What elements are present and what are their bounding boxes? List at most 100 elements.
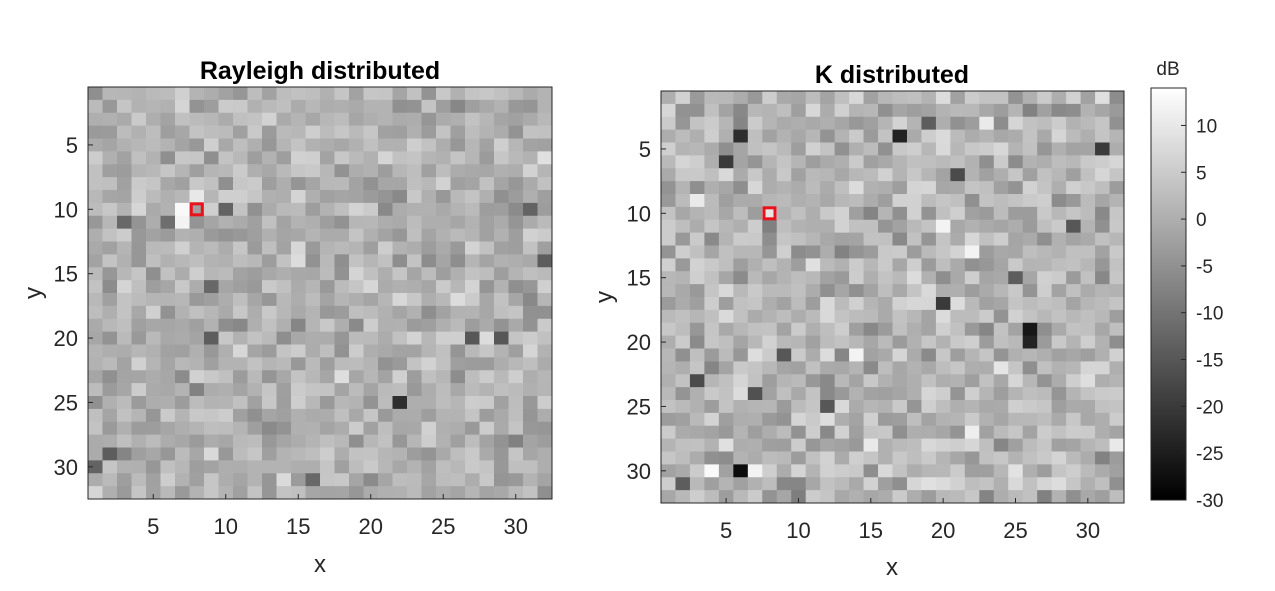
heatmap-cell — [878, 245, 893, 259]
heatmap-cell — [1066, 374, 1082, 388]
y-tick-label: 20 — [627, 330, 651, 355]
heatmap-cell — [146, 228, 161, 243]
heatmap-cell — [762, 284, 778, 298]
heatmap-cell — [747, 451, 763, 465]
heatmap-cell — [661, 168, 676, 182]
colorbar-tick-label: -20 — [1196, 397, 1223, 418]
heatmap-cell — [906, 168, 922, 182]
heatmap-cell — [704, 258, 720, 272]
heatmap-cell — [1008, 412, 1024, 427]
heatmap-cell — [407, 87, 422, 101]
heatmap-cell — [805, 335, 821, 350]
heatmap-cell — [747, 374, 763, 388]
heatmap-cell — [276, 280, 292, 294]
heatmap-cell — [950, 297, 966, 311]
heatmap-cell — [450, 241, 466, 255]
colorbar-tick-label: -25 — [1196, 444, 1223, 465]
heatmap-cell — [675, 297, 691, 311]
heatmap-cell — [878, 284, 893, 298]
heatmap-cell — [718, 387, 734, 401]
heatmap-cell — [146, 254, 161, 268]
heatmap-cell — [1109, 219, 1125, 234]
heatmap-cell — [204, 357, 219, 371]
heatmap-cell — [421, 202, 437, 217]
heatmap-cell — [747, 412, 763, 427]
heatmap-cell — [964, 284, 980, 298]
heatmap-cell — [218, 383, 234, 397]
heatmap-cell — [675, 464, 691, 478]
heatmap-cell — [392, 486, 408, 500]
heatmap-cell — [392, 280, 408, 294]
heatmap-cell — [392, 202, 408, 217]
heatmap-cell — [160, 383, 176, 397]
heatmap-cell — [950, 271, 966, 285]
heatmap-cell — [1008, 103, 1024, 118]
heatmap-cell — [1066, 412, 1082, 427]
heatmap-cell — [392, 344, 408, 358]
heatmap-cell — [776, 477, 792, 491]
heatmap-cell — [878, 464, 893, 478]
heatmap-cell — [964, 116, 980, 131]
heatmap-cell — [291, 215, 306, 230]
heatmap-cell — [950, 477, 966, 491]
heatmap-cell — [1022, 232, 1038, 247]
heatmap-cell — [88, 357, 103, 371]
heatmap-cell — [849, 168, 865, 182]
heatmap-cell — [276, 241, 292, 255]
heatmap-cell — [436, 164, 451, 178]
heatmap-cell — [276, 421, 292, 436]
heatmap-cell — [378, 215, 393, 230]
heatmap-cell — [363, 164, 379, 178]
heatmap-cell — [1037, 335, 1053, 350]
heatmap-cell — [964, 348, 980, 362]
heatmap-cell — [523, 215, 538, 230]
heatmap-cell — [392, 460, 408, 474]
heatmap-cell — [436, 87, 451, 101]
heatmap-cell — [820, 464, 836, 478]
heatmap-cell — [465, 344, 480, 358]
heatmap-cell — [675, 245, 691, 259]
x-tick-label: 30 — [1076, 518, 1100, 543]
heatmap-cell — [791, 348, 807, 362]
heatmap-cell — [1066, 297, 1082, 311]
x-tick-label: 25 — [1003, 518, 1027, 543]
heatmap-cell — [291, 357, 306, 371]
heatmap-cell — [979, 438, 995, 453]
heatmap-cell — [820, 245, 836, 259]
heatmap-cell — [1080, 103, 1096, 118]
heatmap-cell — [334, 344, 350, 358]
heatmap-cell — [537, 228, 553, 243]
heatmap-cell — [450, 280, 466, 294]
heatmap-cell — [436, 486, 451, 500]
heatmap-cell — [1037, 425, 1053, 440]
heatmap-cell — [892, 425, 908, 440]
heatmap-cell — [791, 451, 807, 465]
heatmap-cell — [320, 344, 335, 358]
heatmap-cell — [537, 151, 553, 165]
heatmap-cell — [494, 408, 509, 423]
heatmap-cell — [392, 177, 408, 191]
heatmap-cell — [849, 361, 865, 375]
heatmap-cell — [791, 194, 807, 208]
heatmap-cell — [247, 357, 263, 371]
heatmap-cell — [661, 284, 676, 298]
heatmap-cell — [421, 267, 437, 281]
heatmap-cell — [320, 331, 335, 346]
heatmap-cell — [747, 309, 763, 324]
heatmap-cell — [102, 87, 118, 101]
heatmap-cell — [204, 164, 219, 178]
heatmap-cell — [378, 421, 393, 436]
heatmap-cell — [117, 254, 132, 268]
heatmap-cell — [747, 477, 763, 491]
heatmap-cell — [834, 477, 850, 491]
heatmap-cell — [421, 293, 437, 307]
heatmap-cell — [791, 374, 807, 388]
heatmap-cell — [117, 357, 132, 371]
heatmap-cell — [950, 142, 966, 156]
heatmap-cell — [1109, 490, 1125, 504]
heatmap-cell — [349, 370, 364, 384]
heatmap-cell — [820, 103, 836, 118]
heatmap-cell — [979, 490, 995, 504]
heatmap-cell — [747, 168, 763, 182]
heatmap-cell — [247, 460, 263, 474]
